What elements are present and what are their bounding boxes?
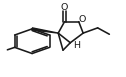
- Text: O: O: [61, 3, 68, 12]
- Text: H: H: [73, 41, 80, 50]
- Polygon shape: [32, 28, 58, 33]
- Text: O: O: [78, 15, 86, 24]
